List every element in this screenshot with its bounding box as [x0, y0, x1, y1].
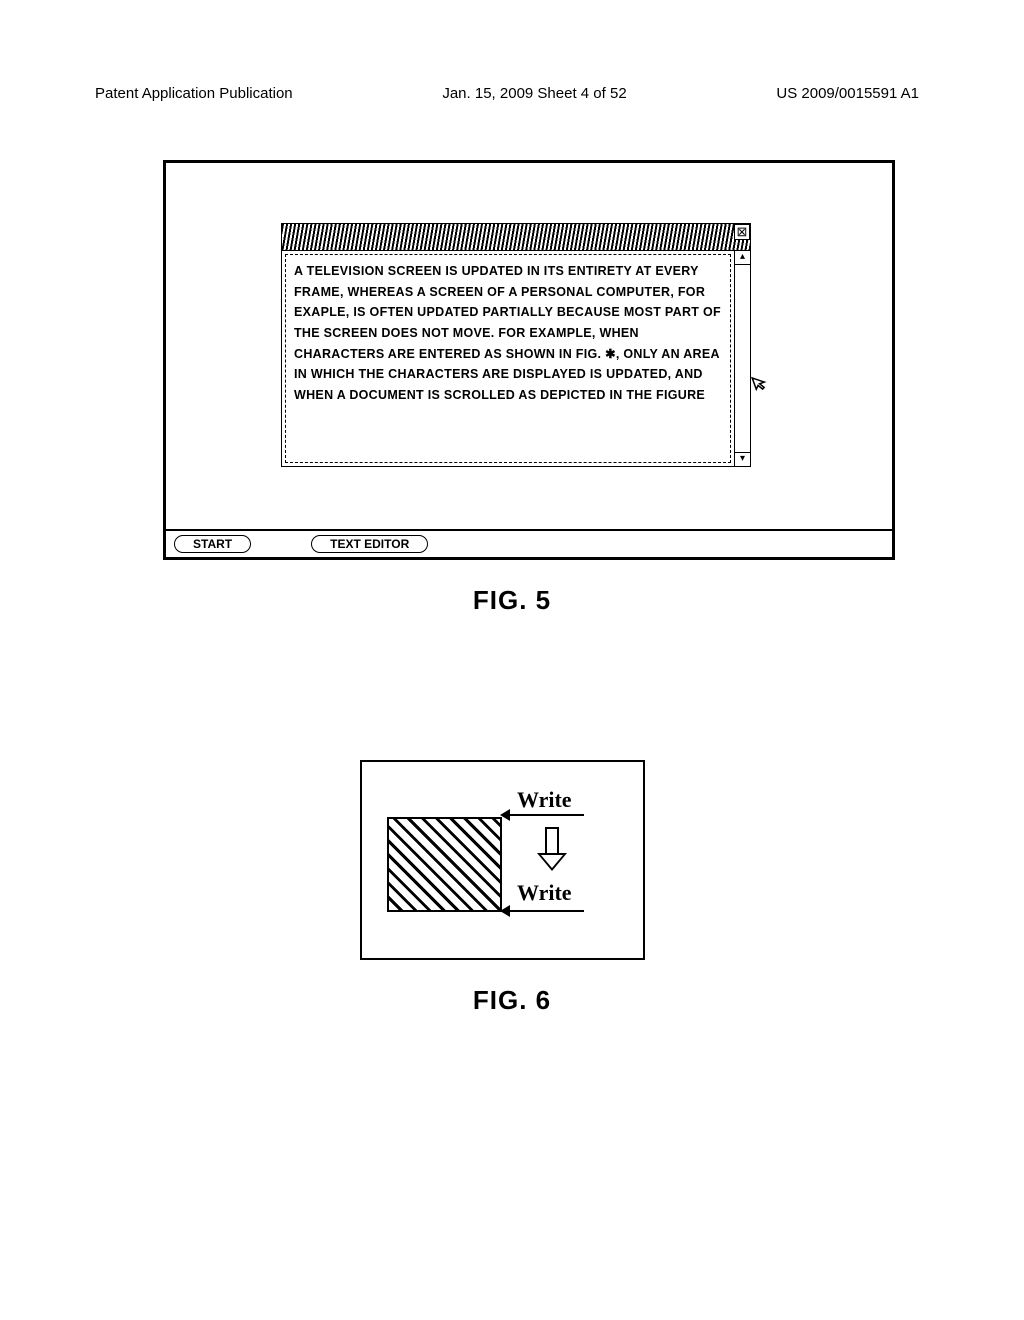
header-patent-number: US 2009/0015591 A1 [776, 85, 919, 102]
scroll-track[interactable] [735, 265, 750, 452]
page-header: Patent Application Publication Jan. 15, … [0, 85, 1024, 102]
taskbar-app-button[interactable]: TEXT EDITOR [311, 535, 428, 553]
arrow-line-top [504, 814, 584, 816]
scroll-down-icon[interactable]: ▾ [735, 452, 750, 466]
write-label-top: Write [517, 787, 572, 813]
scroll-up-icon[interactable]: ▴ [735, 251, 750, 265]
write-label-bottom: Write [517, 880, 572, 906]
fig6-diagram: Write Write [360, 760, 645, 960]
start-button[interactable]: START [174, 535, 251, 553]
header-date-sheet: Jan. 15, 2009 Sheet 4 of 52 [442, 85, 626, 102]
text-content-area[interactable]: A TELEVISION SCREEN IS UPDATED IN ITS EN… [285, 254, 731, 463]
fig6-caption: FIG. 6 [0, 985, 1024, 1016]
taskbar: START TEXT EDITOR [166, 529, 892, 557]
scrollbar[interactable]: ▴ ▾ [734, 251, 750, 466]
header-publication: Patent Application Publication [95, 85, 293, 102]
fig5-caption: FIG. 5 [0, 585, 1024, 616]
down-arrow-icon [537, 827, 567, 872]
window-titlebar[interactable]: ⊠ [281, 223, 751, 251]
arrow-head-top [500, 809, 510, 821]
close-icon[interactable]: ⊠ [734, 224, 750, 240]
window-content: A TELEVISION SCREEN IS UPDATED IN ITS EN… [281, 251, 751, 467]
fig5-window: ⊠ A TELEVISION SCREEN IS UPDATED IN ITS … [281, 223, 751, 468]
hatched-region [387, 817, 502, 912]
cursor-icon [750, 371, 775, 399]
fig5-desktop: ⊠ A TELEVISION SCREEN IS UPDATED IN ITS … [163, 160, 895, 560]
arrow-line-bottom [504, 910, 584, 912]
arrow-head-bottom [500, 905, 510, 917]
